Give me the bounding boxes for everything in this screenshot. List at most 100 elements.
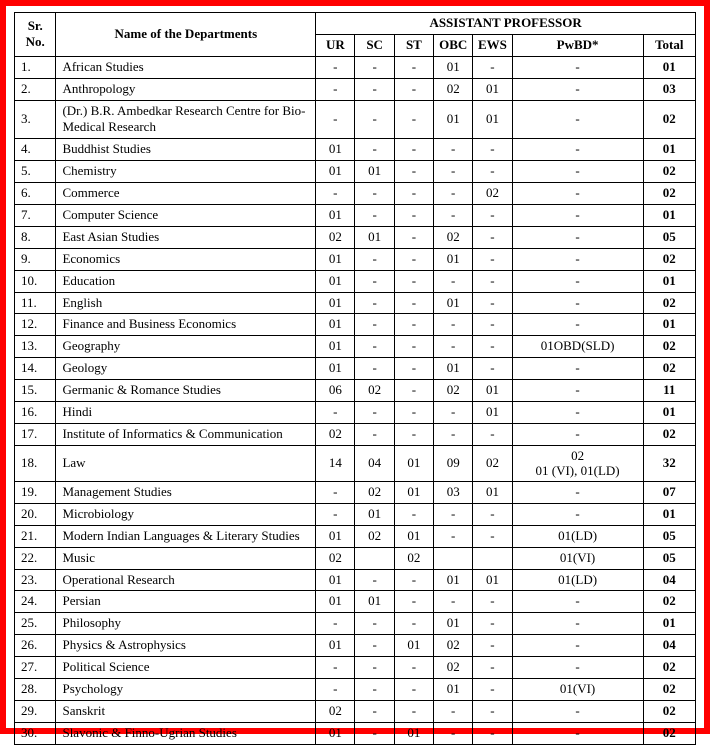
- cell-pwbd: 01(VI): [512, 547, 643, 569]
- cell-dept: Anthropology: [56, 78, 316, 100]
- cell-st: 01: [394, 445, 433, 481]
- table-row: 17.Institute of Informatics & Communicat…: [15, 423, 696, 445]
- cell-sc: 01: [355, 161, 394, 183]
- cell-ews: 02: [473, 183, 512, 205]
- cell-sr: 1.: [15, 56, 56, 78]
- cell-obc: -: [434, 139, 473, 161]
- cell-st: 02: [394, 547, 433, 569]
- cell-dept: Music: [56, 547, 316, 569]
- cell-st: -: [394, 402, 433, 424]
- table-row: 29.Sanskrit02-----02: [15, 700, 696, 722]
- table-row: 2.Anthropology---0201-03: [15, 78, 696, 100]
- cell-sr: 5.: [15, 161, 56, 183]
- table-row: 15.Germanic & Romance Studies0602-0201-1…: [15, 380, 696, 402]
- cell-obc: -: [434, 722, 473, 744]
- cell-sr: 10.: [15, 270, 56, 292]
- cell-sr: 30.: [15, 722, 56, 744]
- cell-total: 02: [643, 657, 695, 679]
- cell-st: 01: [394, 482, 433, 504]
- cell-st: -: [394, 591, 433, 613]
- cell-sr: 27.: [15, 657, 56, 679]
- cell-ews: -: [473, 336, 512, 358]
- table-row: 30.Slavonic & Finno-Ugrian Studies01-01-…: [15, 722, 696, 744]
- table-row: 8.East Asian Studies0201-02--05: [15, 226, 696, 248]
- cell-ur: 01: [316, 314, 355, 336]
- cell-ews: -: [473, 700, 512, 722]
- cell-sr: 3.: [15, 100, 56, 139]
- cell-ews: -: [473, 314, 512, 336]
- cell-sc: 01: [355, 226, 394, 248]
- cell-ews: 02: [473, 445, 512, 481]
- header-group: ASSISTANT PROFESSOR: [316, 13, 696, 35]
- cell-pwbd: 01(LD): [512, 525, 643, 547]
- header-ews: EWS: [473, 34, 512, 56]
- table-row: 12.Finance and Business Economics01-----…: [15, 314, 696, 336]
- cell-dept: Geology: [56, 358, 316, 380]
- cell-dept: Sanskrit: [56, 700, 316, 722]
- cell-pwbd: 01(LD): [512, 569, 643, 591]
- vacancy-table: Sr. No. Name of the Departments ASSISTAN…: [14, 12, 696, 745]
- table-row: 5.Chemistry0101----02: [15, 161, 696, 183]
- cell-ur: -: [316, 679, 355, 701]
- header-st: ST: [394, 34, 433, 56]
- cell-pwbd: -: [512, 78, 643, 100]
- cell-pwbd: -: [512, 613, 643, 635]
- cell-ews: -: [473, 248, 512, 270]
- header-sc: SC: [355, 34, 394, 56]
- cell-total: 01: [643, 503, 695, 525]
- cell-sr: 14.: [15, 358, 56, 380]
- cell-pwbd: -: [512, 503, 643, 525]
- cell-obc: -: [434, 700, 473, 722]
- cell-total: 01: [643, 402, 695, 424]
- cell-total: 02: [643, 248, 695, 270]
- cell-st: -: [394, 380, 433, 402]
- table-row: 13.Geography01----01OBD(SLD)02: [15, 336, 696, 358]
- cell-total: 02: [643, 183, 695, 205]
- cell-total: 01: [643, 270, 695, 292]
- cell-obc: 01: [434, 613, 473, 635]
- table-row: 11.English01--01--02: [15, 292, 696, 314]
- cell-pwbd: -: [512, 314, 643, 336]
- cell-sc: -: [355, 657, 394, 679]
- table-row: 3.(Dr.) B.R. Ambedkar Research Centre fo…: [15, 100, 696, 139]
- cell-st: -: [394, 183, 433, 205]
- table-row: 22.Music020201(VI)05: [15, 547, 696, 569]
- cell-sr: 19.: [15, 482, 56, 504]
- cell-dept: Education: [56, 270, 316, 292]
- cell-total: 02: [643, 100, 695, 139]
- cell-pwbd: -: [512, 270, 643, 292]
- cell-total: 03: [643, 78, 695, 100]
- cell-pwbd: -: [512, 380, 643, 402]
- cell-sr: 21.: [15, 525, 56, 547]
- cell-ews: -: [473, 139, 512, 161]
- header-total: Total: [643, 34, 695, 56]
- table-row: 24.Persian0101----02: [15, 591, 696, 613]
- cell-obc: -: [434, 183, 473, 205]
- cell-obc: 01: [434, 569, 473, 591]
- cell-total: 05: [643, 547, 695, 569]
- cell-pwbd: -: [512, 248, 643, 270]
- cell-pwbd: 01(VI): [512, 679, 643, 701]
- cell-st: -: [394, 78, 433, 100]
- cell-pwbd: -: [512, 700, 643, 722]
- cell-ur: 01: [316, 591, 355, 613]
- cell-ur: 01: [316, 525, 355, 547]
- cell-pwbd: -: [512, 722, 643, 744]
- cell-st: -: [394, 56, 433, 78]
- cell-sc: -: [355, 679, 394, 701]
- cell-dept: Hindi: [56, 402, 316, 424]
- cell-st: -: [394, 248, 433, 270]
- cell-obc: 02: [434, 657, 473, 679]
- cell-dept: Slavonic & Finno-Ugrian Studies: [56, 722, 316, 744]
- cell-obc: -: [434, 161, 473, 183]
- cell-obc: 02: [434, 380, 473, 402]
- cell-st: -: [394, 336, 433, 358]
- cell-dept: Political Science: [56, 657, 316, 679]
- cell-dept: Chemistry: [56, 161, 316, 183]
- cell-dept: East Asian Studies: [56, 226, 316, 248]
- cell-ews: -: [473, 292, 512, 314]
- table-row: 26.Physics & Astrophysics01-0102--04: [15, 635, 696, 657]
- cell-ur: 14: [316, 445, 355, 481]
- cell-total: 01: [643, 205, 695, 227]
- cell-pwbd: -: [512, 292, 643, 314]
